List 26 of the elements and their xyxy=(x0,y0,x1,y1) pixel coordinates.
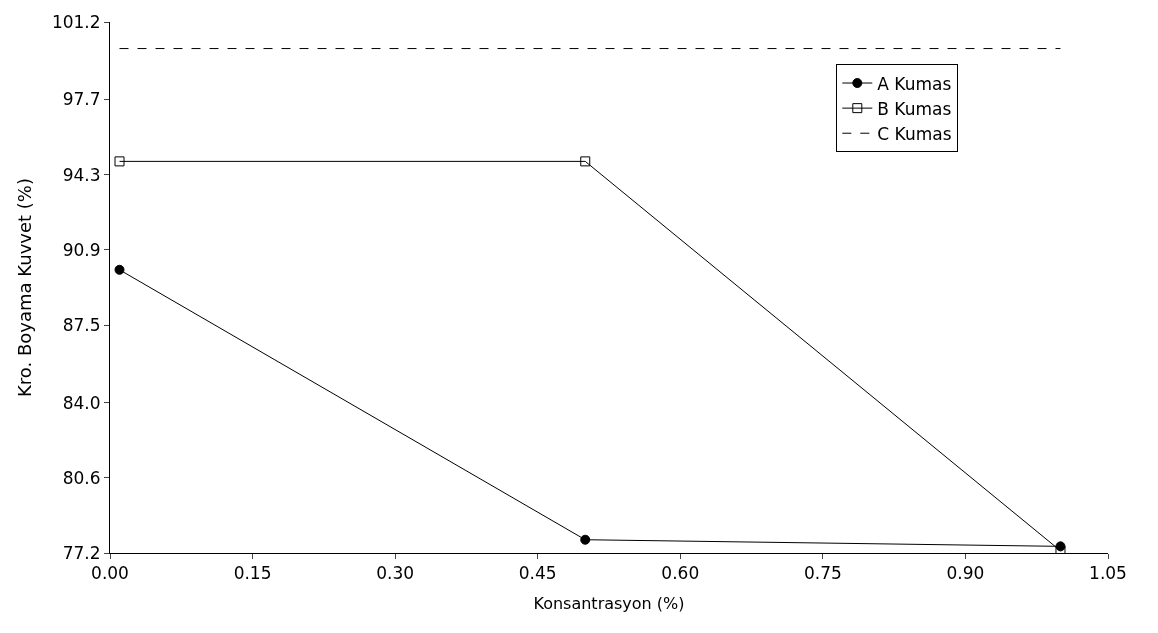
x-tick-label: 0.30 xyxy=(376,563,415,584)
y-tick-label: 97.7 xyxy=(62,89,101,110)
legend-label: C Kumas xyxy=(877,123,952,144)
point xyxy=(114,264,125,275)
x-tick-label: 0.75 xyxy=(803,563,842,584)
point xyxy=(114,156,125,167)
x-tick-label: 0.45 xyxy=(518,563,557,584)
x-axis-title: Konsantrasyon (%) xyxy=(533,594,685,614)
y-tick-label: 94.3 xyxy=(62,164,101,185)
y-tick-label: 84.0 xyxy=(62,392,101,413)
x-tick-label: 0.60 xyxy=(661,563,700,584)
x-tick-label: 0.90 xyxy=(946,563,985,584)
y-tick-label: 77.2 xyxy=(62,542,101,563)
legend-label: B Kumas xyxy=(877,98,952,119)
y-tick-label: 101.2 xyxy=(51,11,101,32)
point xyxy=(580,534,591,545)
point xyxy=(1055,545,1066,553)
legend-label: A Kumas xyxy=(877,73,952,94)
point xyxy=(580,156,591,167)
x-tick-label: 0.15 xyxy=(233,563,272,584)
x-tick-label: 0.00 xyxy=(91,563,129,584)
y-axis-title: Kro. Boyama Kuvvet (%) xyxy=(14,178,36,397)
x-tick-label: 1.05 xyxy=(1089,563,1127,584)
y-tick-label: 80.6 xyxy=(62,467,101,488)
y-tick-label: 87.5 xyxy=(62,315,101,336)
y-tick-label: 90.9 xyxy=(62,239,101,260)
